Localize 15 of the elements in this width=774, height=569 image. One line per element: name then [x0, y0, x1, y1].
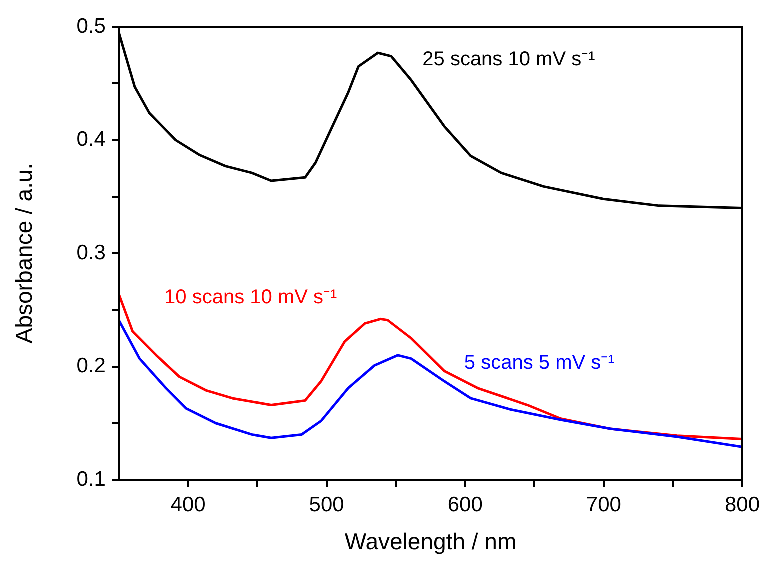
y-axis-title: Absorbance / a.u. — [11, 163, 38, 344]
y-tick-label: 0.3 — [76, 241, 106, 264]
x-tick-label: 600 — [448, 493, 483, 516]
x-tick-label: 400 — [170, 493, 206, 516]
x-tick-label: 500 — [309, 493, 344, 516]
series-label: 25 scans 10 mV s⁻¹ — [422, 48, 596, 71]
series-label: 5 scans 5 mV s⁻¹ — [464, 352, 616, 374]
series-label: 10 scans 10 mV s⁻¹ — [164, 286, 338, 308]
y-tick-label: 0.5 — [76, 14, 106, 38]
y-tick-label: 0.4 — [76, 128, 106, 152]
x-tick-label: 800 — [724, 493, 760, 516]
x-axis-title: Wavelength / nm — [344, 528, 517, 555]
y-tick-label: 0.1 — [76, 468, 106, 491]
x-tick-label: 700 — [586, 493, 622, 516]
y-tick-label: 0.2 — [76, 354, 106, 378]
